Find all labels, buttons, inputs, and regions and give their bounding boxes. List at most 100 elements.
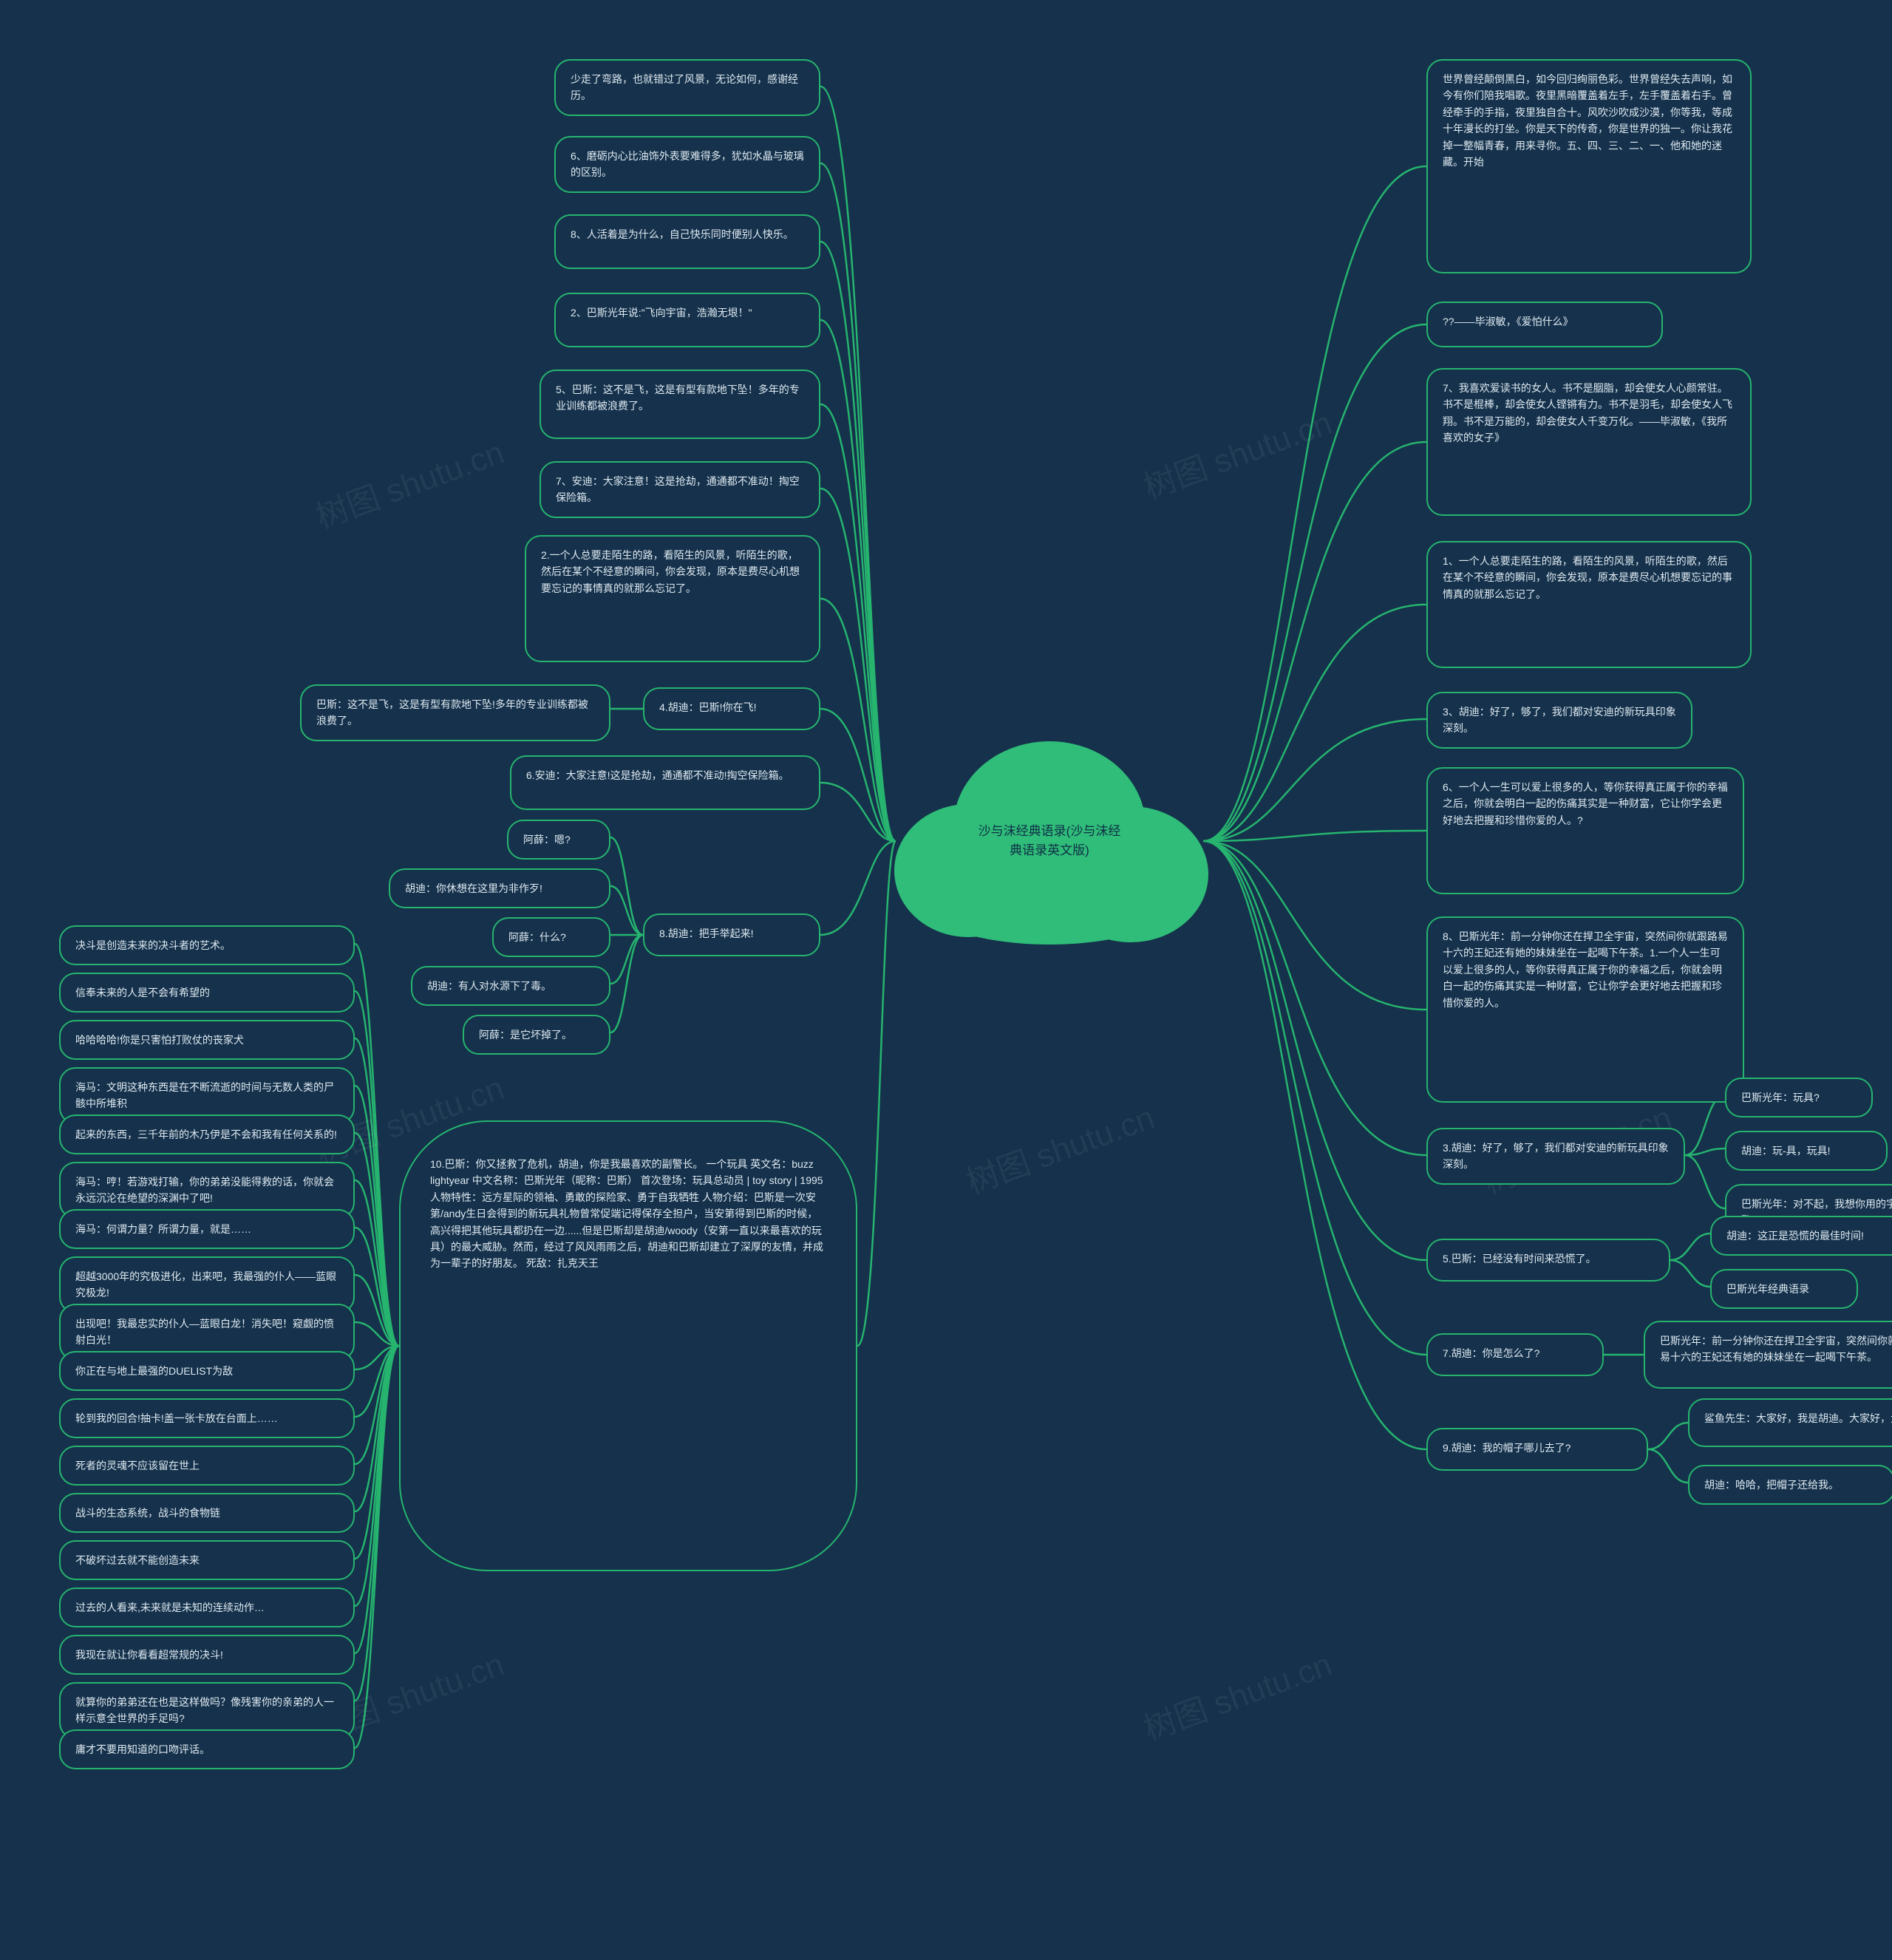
node-label: 阿薛：什么?	[508, 929, 594, 945]
mindmap-node[interactable]: 2、巴斯光年说:"飞向宇宙，浩瀚无垠！"	[554, 293, 820, 347]
node-label: 7、我喜欢爱读书的女人。书不是胭脂，却会使女人心颜常驻。书不是棍棒，却会使女人铿…	[1443, 380, 1735, 446]
mindmap-node[interactable]: 胡迪：玩-具，玩具!	[1725, 1131, 1888, 1171]
node-label: 5、巴斯：这不是飞，这是有型有款地下坠！多年的专业训练都被浪费了。	[556, 381, 804, 415]
node-label: 8.胡迪：把手举起来!	[659, 925, 804, 942]
node-label: 1、一个人总要走陌生的路，看陌生的风景，听陌生的歌，然后在某个不经意的瞬间，你会…	[1443, 553, 1735, 602]
node-label: 胡迪：有人对水源下了毒。	[427, 978, 594, 994]
mindmap-node[interactable]: 6、磨砺内心比油饰外表要难得多，犹如水晶与玻璃的区别。	[554, 136, 820, 193]
node-label: 巴斯光年经典语录	[1726, 1281, 1842, 1297]
mindmap-node[interactable]: 胡迪：你休想在这里为非作歹!	[389, 868, 610, 908]
mindmap-node[interactable]: 阿薛：什么?	[492, 917, 610, 957]
center-node: 沙与沫经典语录(沙与沫经 典语录英文版)	[887, 738, 1212, 945]
mindmap-node[interactable]: 9.胡迪：我的帽子哪儿去了?	[1426, 1428, 1648, 1471]
node-label: 海马：哼！若游戏打输，你的弟弟没能得救的话，你就会永远沉沦在绝望的深渊中了吧!	[75, 1174, 338, 1207]
mindmap-node[interactable]: 4.胡迪：巴斯!你在飞!	[643, 687, 820, 730]
mindmap-node[interactable]: 巴斯：这不是飞，这是有型有款地下坠!多年的专业训练都被浪费了。	[300, 684, 610, 741]
node-label: 7.胡迪：你是怎么了?	[1443, 1345, 1588, 1361]
node-label: 就算你的弟弟还在也是这样做吗？像残害你的亲弟的人一样示意全世界的手足吗?	[75, 1694, 338, 1727]
mindmap-node[interactable]: 世界曾经颠倒黑白，如今回归绚丽色彩。世界曾经失去声响，如今有你们陪我唱歌。夜里黑…	[1426, 59, 1752, 273]
mindmap-node[interactable]: 死者的灵魂不应该留在世上	[59, 1446, 355, 1486]
node-label: 2.一个人总要走陌生的路，看陌生的风景，听陌生的歌，然后在某个不经意的瞬间，你会…	[541, 547, 804, 596]
node-label: 过去的人看来,未来就是未知的连续动作…	[75, 1599, 338, 1616]
node-label: 超越3000年的究极进化，出来吧，我最强的仆人——蓝眼究极龙!	[75, 1268, 338, 1301]
mindmap-node[interactable]: 我现在就让你看看超常规的决斗!	[59, 1635, 355, 1675]
mindmap-node[interactable]: 7、安迪：大家注意！这是抢劫，通通都不准动！掏空保险箱。	[540, 461, 820, 518]
node-label: 胡迪：玩-具，玩具!	[1741, 1143, 1871, 1159]
node-label: 8、人活着是为什么，自己快乐同时便别人快乐。	[571, 226, 804, 242]
mindmap-node[interactable]: 7.胡迪：你是怎么了?	[1426, 1333, 1604, 1376]
node-label: 轮到我的回合!抽卡!盖一张卡放在台面上……	[75, 1410, 338, 1426]
mindmap-node[interactable]: 6.安迪：大家注意!这是抢劫，通通都不准动!掏空保险箱。	[510, 755, 820, 810]
node-label: 出现吧！我最忠实的仆人—蓝眼白龙！消失吧！窥觑的愤射白光！	[75, 1316, 338, 1349]
mindmap-node[interactable]: 7、我喜欢爱读书的女人。书不是胭脂，却会使女人心颜常驻。书不是棍棒，却会使女人铿…	[1426, 368, 1752, 516]
node-label: 巴斯光年：前一分钟你还在捍卫全宇宙，突然间你就跟路易十六的王妃还有她的妹妹坐在一…	[1660, 1333, 1892, 1366]
node-label: 海马：文明这种东西是在不断流逝的时间与无数人类的尸骸中所堆积	[75, 1079, 338, 1112]
node-label: 信奉未来的人是不会有希望的	[75, 984, 338, 1001]
node-label: 世界曾经颠倒黑白，如今回归绚丽色彩。世界曾经失去声响，如今有你们陪我唱歌。夜里黑…	[1443, 71, 1735, 170]
node-label: 8、巴斯光年：前一分钟你还在捍卫全宇宙，突然间你就跟路易十六的王妃还有她的妹妹坐…	[1443, 928, 1728, 1011]
mindmap-node[interactable]: 庸才不要用知道的口吻评话。	[59, 1729, 355, 1769]
mindmap-node[interactable]: 你正在与地上最强的DUELIST为敌	[59, 1351, 355, 1391]
mindmap-node[interactable]: 3、胡迪：好了，够了，我们都对安迪的新玩具印象深刻。	[1426, 692, 1692, 749]
mindmap-node[interactable]: 决斗是创造未来的决斗者的艺术。	[59, 925, 355, 965]
mindmap-node[interactable]: 巴斯光年：前一分钟你还在捍卫全宇宙，突然间你就跟路易十六的王妃还有她的妹妹坐在一…	[1644, 1321, 1892, 1389]
mindmap-node[interactable]: 轮到我的回合!抽卡!盖一张卡放在台面上……	[59, 1398, 355, 1438]
mindmap-node[interactable]: 10.巴斯：你又拯救了危机，胡迪，你是我最喜欢的副警长。 一个玩具 英文名：bu…	[399, 1120, 857, 1571]
watermark: 树图 shutu.cn	[1136, 1638, 1337, 1749]
mindmap-node[interactable]: 战斗的生态系统，战斗的食物链	[59, 1493, 355, 1533]
mindmap-node[interactable]: 巴斯光年经典语录	[1710, 1269, 1858, 1309]
mindmap-node[interactable]: 起来的东西，三千年前的木乃伊是不会和我有任何关系的!	[59, 1115, 355, 1154]
mindmap-node[interactable]: 鲨鱼先生：大家好，我是胡迪。大家好，大家好!	[1688, 1398, 1892, 1447]
mindmap-node[interactable]: 少走了弯路，也就错过了风景，无论如何，感谢经历。	[554, 59, 820, 116]
mindmap-node[interactable]: 胡迪：哈哈，把帽子还给我。	[1688, 1465, 1892, 1505]
mindmap-node[interactable]: 6、一个人一生可以爱上很多的人，等你获得真正属于你的幸福之后，你就会明白一起的伤…	[1426, 767, 1744, 894]
watermark: 树图 shutu.cn	[308, 426, 509, 537]
mindmap-node[interactable]: 3.胡迪：好了，够了，我们都对安迪的新玩具印象深刻。	[1426, 1128, 1685, 1185]
mindmap-node[interactable]: 胡迪：这正是恐慌的最佳时间!	[1710, 1216, 1892, 1256]
node-label: 3.胡迪：好了，够了，我们都对安迪的新玩具印象深刻。	[1443, 1140, 1669, 1173]
mindmap-node[interactable]: 信奉未来的人是不会有希望的	[59, 973, 355, 1013]
node-label: 起来的东西，三千年前的木乃伊是不会和我有任何关系的!	[75, 1126, 338, 1143]
node-label: 阿薛：嗯?	[523, 831, 594, 848]
node-label: 6、磨砺内心比油饰外表要难得多，犹如水晶与玻璃的区别。	[571, 148, 804, 181]
center-title-line2: 典语录英文版)	[1010, 843, 1089, 857]
node-label: 哈哈哈哈!你是只害怕打败仗的丧家犬	[75, 1032, 338, 1048]
node-label: 阿薛：是它坏掉了。	[479, 1027, 594, 1043]
node-label: 胡迪：哈哈，把帽子还给我。	[1704, 1477, 1879, 1493]
mindmap-node[interactable]: 8、巴斯光年：前一分钟你还在捍卫全宇宙，突然间你就跟路易十六的王妃还有她的妹妹坐…	[1426, 916, 1744, 1103]
node-label: 死者的灵魂不应该留在世上	[75, 1457, 338, 1474]
mindmap-node[interactable]: 阿薛：嗯?	[507, 820, 610, 860]
watermark: 树图 shutu.cn	[959, 1091, 1160, 1202]
node-label: 不破坏过去就不能创造未来	[75, 1552, 338, 1568]
mindmap-node[interactable]: 巴斯光年：玩具?	[1725, 1078, 1873, 1117]
node-label: 巴斯：这不是飞，这是有型有款地下坠!多年的专业训练都被浪费了。	[316, 696, 594, 729]
mindmap-node[interactable]: 1、一个人总要走陌生的路，看陌生的风景，听陌生的歌，然后在某个不经意的瞬间，你会…	[1426, 541, 1752, 668]
node-label: 少走了弯路，也就错过了风景，无论如何，感谢经历。	[571, 71, 804, 104]
mindmap-node[interactable]: 5、巴斯：这不是飞，这是有型有款地下坠！多年的专业训练都被浪费了。	[540, 370, 820, 439]
node-label: 6.安迪：大家注意!这是抢劫，通通都不准动!掏空保险箱。	[526, 767, 804, 783]
mindmap-node[interactable]: 阿薛：是它坏掉了。	[463, 1015, 610, 1055]
node-label: 海马：何谓力量？所谓力量，就是……	[75, 1221, 338, 1237]
mindmap-node[interactable]: 海马：何谓力量？所谓力量，就是……	[59, 1209, 355, 1249]
mindmap-node[interactable]: 过去的人看来,未来就是未知的连续动作…	[59, 1588, 355, 1627]
mindmap-node[interactable]: 哈哈哈哈!你是只害怕打败仗的丧家犬	[59, 1020, 355, 1060]
node-label: 9.胡迪：我的帽子哪儿去了?	[1443, 1440, 1632, 1456]
mindmap-node[interactable]: 8、人活着是为什么，自己快乐同时便别人快乐。	[554, 214, 820, 269]
node-label: 胡迪：你休想在这里为非作歹!	[405, 880, 594, 896]
center-title-line1: 沙与沫经典语录(沙与沫经	[979, 824, 1121, 838]
node-label: 鲨鱼先生：大家好，我是胡迪。大家好，大家好!	[1704, 1410, 1892, 1426]
node-label: 4.胡迪：巴斯!你在飞!	[659, 699, 804, 715]
mindmap-node[interactable]: 2.一个人总要走陌生的路，看陌生的风景，听陌生的歌，然后在某个不经意的瞬间，你会…	[525, 535, 820, 662]
mindmap-node[interactable]: ??——毕淑敏，《爱怕什么》	[1426, 302, 1663, 347]
mindmap-node[interactable]: 不破坏过去就不能创造未来	[59, 1540, 355, 1580]
node-label: 5.巴斯：已经没有时间来恐慌了。	[1443, 1250, 1654, 1267]
node-label: 巴斯光年：玩具?	[1741, 1089, 1857, 1106]
node-label: 决斗是创造未来的决斗者的艺术。	[75, 937, 338, 953]
mindmap-node[interactable]: 5.巴斯：已经没有时间来恐慌了。	[1426, 1239, 1670, 1282]
mindmap-node[interactable]: 胡迪：有人对水源下了毒。	[411, 966, 610, 1006]
node-label: ??——毕淑敏，《爱怕什么》	[1443, 313, 1647, 330]
mindmap-stage: 树图 shutu.cn树图 shutu.cn树图 shutu.cn树图 shut…	[0, 0, 1892, 1960]
mindmap-node[interactable]: 8.胡迪：把手举起来!	[643, 913, 820, 956]
node-label: 10.巴斯：你又拯救了危机，胡迪，你是我最喜欢的副警长。 一个玩具 英文名：bu…	[430, 1156, 826, 1272]
node-label: 我现在就让你看看超常规的决斗!	[75, 1647, 338, 1663]
